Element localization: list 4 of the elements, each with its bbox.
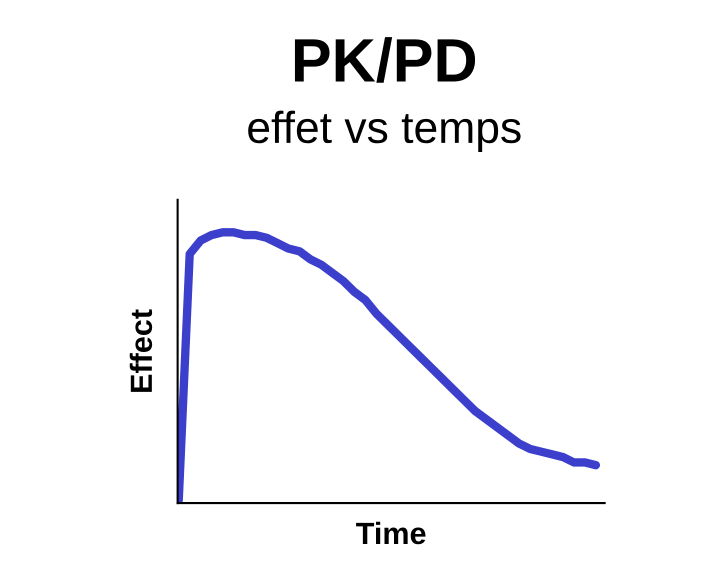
x-axis-title: Time	[356, 522, 426, 544]
chart-title: PK/PD	[294, 37, 476, 83]
y-axis-title: Effect	[130, 309, 152, 392]
chart-subtitle: effet vs temps	[248, 110, 521, 152]
